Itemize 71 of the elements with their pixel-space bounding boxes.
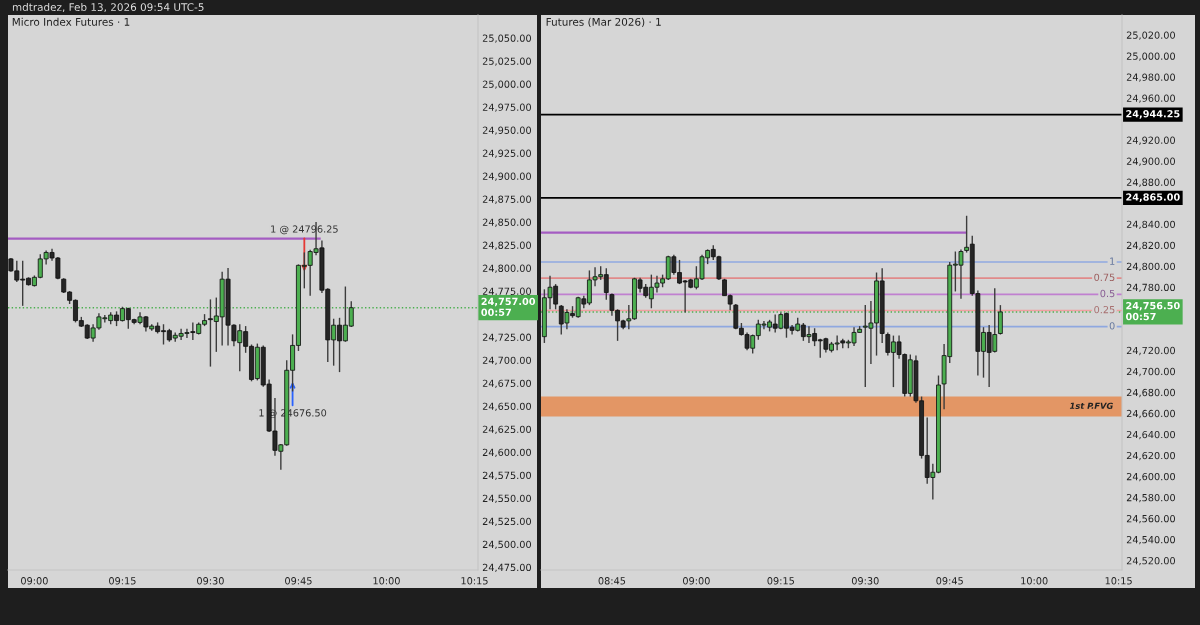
y-tick-label: 24,700.00 bbox=[1126, 367, 1175, 377]
text: mdtradez, Feb 13, 2026 09:54 UTC-5 bbox=[12, 2, 204, 13]
x-tick-label: 10:15 bbox=[461, 577, 488, 585]
x-tick-label: 09:45 bbox=[285, 577, 312, 585]
y-tick-label: 24,540.00 bbox=[1126, 535, 1175, 545]
y-tick-label: 24,675.00 bbox=[482, 379, 531, 388]
annotation: 1 bbox=[1110, 257, 1115, 265]
y-tick-label: 24,900.00 bbox=[1126, 157, 1175, 166]
y-tick-label: 24,725.00 bbox=[482, 333, 531, 342]
ref-line-label: 24,756.50 00:57 bbox=[1125, 301, 1180, 321]
y-tick-label: 24,640.00 bbox=[1126, 430, 1175, 440]
y-tick-label: 24,820.00 bbox=[1126, 241, 1175, 251]
y-tick-label: 24,560.00 bbox=[1126, 514, 1175, 524]
y-tick-label: 24,720.00 bbox=[1126, 346, 1175, 356]
y-tick-label: 24,650.00 bbox=[482, 402, 531, 411]
x-tick-label: 10:15 bbox=[1105, 577, 1132, 585]
annotation: 0.25 bbox=[1094, 305, 1115, 314]
y-tick-label: 24,980.00 bbox=[1126, 73, 1175, 82]
y-tick-label: 24,925.00 bbox=[482, 149, 531, 158]
y-tick-label: 24,625.00 bbox=[482, 425, 531, 434]
x-tick-label: 09:15 bbox=[767, 577, 794, 585]
x-tick-label: 09:00 bbox=[21, 577, 48, 585]
y-tick-label: 24,660.00 bbox=[1126, 409, 1175, 419]
x-tick-label: 09:30 bbox=[197, 577, 224, 585]
y-tick-label: 25,020.00 bbox=[1126, 31, 1175, 40]
x-tick-label: 08:45 bbox=[598, 577, 626, 585]
ref-line-label: 24,944.25 bbox=[1126, 110, 1180, 119]
y-tick-label: 24,850.00 bbox=[482, 218, 531, 227]
y-tick-label: 24,700.00 bbox=[482, 356, 531, 365]
y-tick-label: 24,580.00 bbox=[1126, 493, 1175, 503]
y-tick-label: 24,775.00 bbox=[482, 287, 531, 296]
y-tick-label: 24,680.00 bbox=[1126, 388, 1175, 398]
y-tick-label: 25,000.00 bbox=[1126, 52, 1175, 61]
x-tick-label: 09:30 bbox=[851, 577, 879, 585]
y-tick-label: 24,960.00 bbox=[1126, 94, 1175, 103]
y-tick-label: 24,975.00 bbox=[482, 103, 531, 112]
y-tick-label: 24,780.00 bbox=[1126, 283, 1175, 293]
ref-line-label: 24,757.00 00:57 bbox=[481, 297, 536, 316]
x-tick-label: 09:45 bbox=[936, 577, 963, 585]
y-tick-label: 24,550.00 bbox=[482, 494, 531, 504]
y-tick-label: 24,500.00 bbox=[482, 540, 531, 550]
chart-title: Futures (Mar 2026) · 1 bbox=[546, 17, 661, 28]
y-tick-label: 24,825.00 bbox=[482, 241, 531, 250]
y-tick-label: 24,800.00 bbox=[482, 264, 531, 273]
annotation: 0.5 bbox=[1100, 289, 1115, 298]
y-tick-label: 24,800.00 bbox=[1126, 262, 1175, 272]
annotation: 0 bbox=[1109, 322, 1115, 330]
y-tick-label: 24,950.00 bbox=[482, 126, 531, 135]
y-tick-label: 24,475.00 bbox=[482, 563, 531, 573]
y-tick-label: 25,025.00 bbox=[482, 57, 531, 66]
y-tick-label: 24,520.00 bbox=[1126, 557, 1175, 566]
y-tick-label: 25,050.00 bbox=[482, 34, 531, 43]
annotation: 0.75 bbox=[1094, 273, 1115, 282]
y-tick-label: 24,840.00 bbox=[1126, 220, 1175, 229]
x-tick-label: 09:00 bbox=[683, 577, 710, 585]
y-tick-label: 24,600.00 bbox=[482, 448, 531, 458]
x-tick-label: 09:15 bbox=[109, 577, 136, 585]
chart-title: Micro Index Futures · 1 bbox=[12, 17, 130, 26]
x-tick-label: 10:00 bbox=[373, 577, 400, 585]
y-tick-label: 24,900.00 bbox=[482, 172, 531, 181]
y-tick-label: 24,575.00 bbox=[482, 471, 531, 481]
y-tick-label: 24,600.00 bbox=[1126, 472, 1175, 482]
y-tick-label: 24,620.00 bbox=[1126, 451, 1175, 461]
ref-line-label: 24,865.00 bbox=[1126, 193, 1180, 202]
band-label: 1st P.FVG bbox=[1069, 402, 1113, 409]
x-tick-label: 10:00 bbox=[1021, 577, 1048, 585]
y-tick-label: 25,000.00 bbox=[482, 80, 531, 89]
y-tick-label: 24,920.00 bbox=[1126, 136, 1175, 145]
y-tick-label: 24,525.00 bbox=[482, 517, 531, 527]
y-tick-label: 24,875.00 bbox=[482, 195, 531, 204]
y-tick-label: 24,880.00 bbox=[1126, 178, 1175, 187]
